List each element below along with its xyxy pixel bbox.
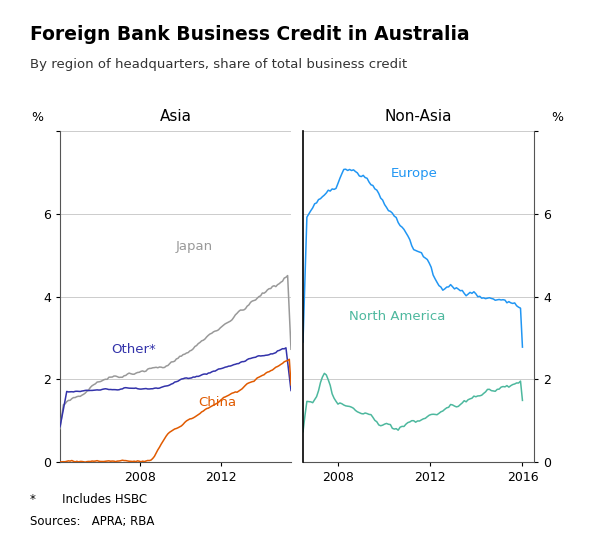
Text: China: China [199, 396, 237, 409]
Text: Non-Asia: Non-Asia [385, 109, 452, 124]
Text: North America: North America [349, 310, 446, 323]
Text: %: % [551, 111, 563, 124]
Text: Europe: Europe [391, 167, 437, 180]
Text: Other*: Other* [111, 343, 155, 356]
Text: %: % [31, 111, 43, 124]
Text: Sources:   APRA; RBA: Sources: APRA; RBA [30, 515, 154, 528]
Text: By region of headquarters, share of total business credit: By region of headquarters, share of tota… [30, 58, 407, 71]
Text: Japan: Japan [176, 240, 212, 253]
Text: Asia: Asia [160, 109, 191, 124]
Text: *       Includes HSBC: * Includes HSBC [30, 493, 147, 506]
Text: Foreign Bank Business Credit in Australia: Foreign Bank Business Credit in Australi… [30, 25, 470, 44]
